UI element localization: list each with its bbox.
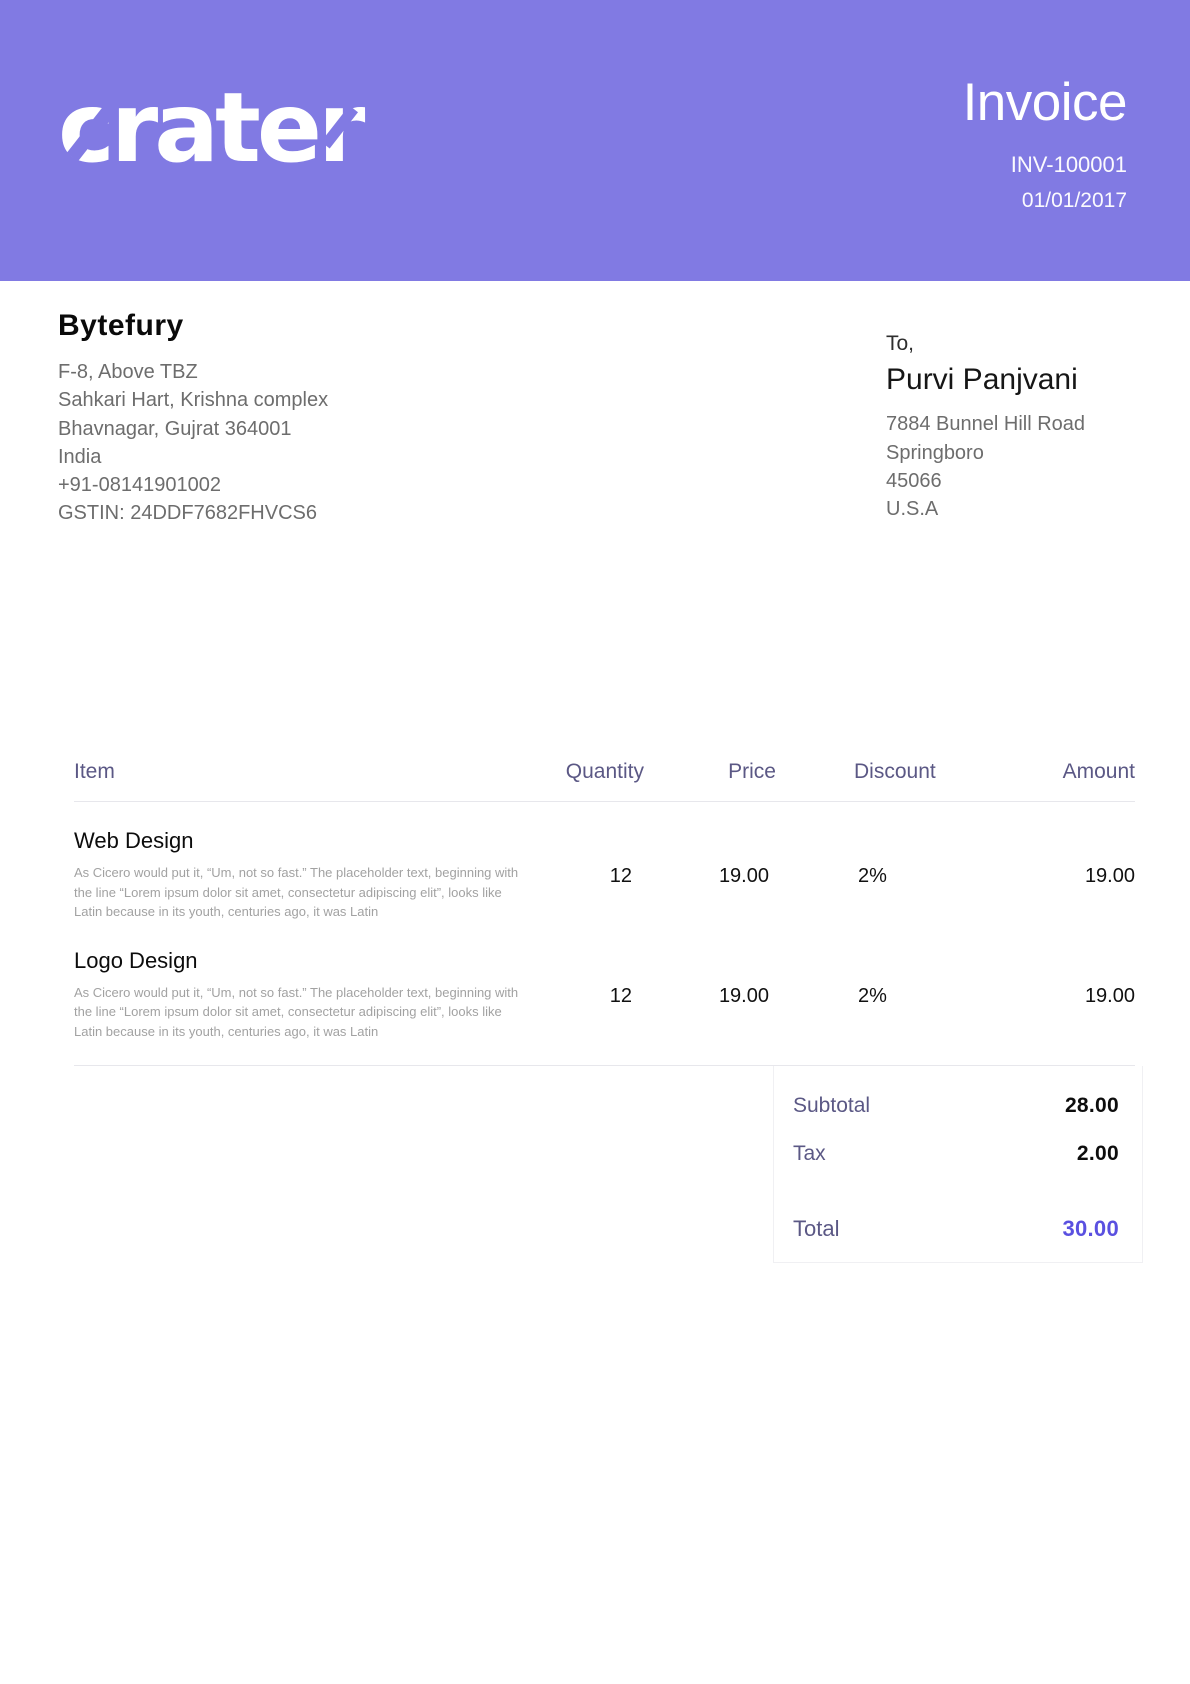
column-header-quantity: Quantity — [565, 760, 644, 783]
company-block: Bytefury F-8, Above TBZ Sahkari Hart, Kr… — [58, 308, 328, 528]
tax-value: 2.00 — [1076, 1142, 1119, 1166]
item-description: As Cicero would put it, “Um, not so fast… — [74, 865, 519, 919]
invoice-title: Invoice — [962, 73, 1128, 132]
table-row: Logo Design As Cicero would put it, “Um,… — [74, 922, 1135, 1066]
item-quantity: 12 — [609, 865, 632, 887]
total-value: 30.00 — [1062, 1215, 1119, 1241]
client-address-line: U.S.A — [886, 498, 939, 521]
invoice-meta: Invoice INV-100001 01/01/2017 — [962, 73, 1128, 213]
company-address-line: Bhavnagar, Gujrat 364001 — [58, 417, 292, 440]
item-cell: Web Design As Cicero would put it, “Um, … — [74, 828, 520, 922]
items-table-header-row: Item Quantity Price Discount Amount — [74, 740, 1135, 802]
item-description: As Cicero would put it, “Um, not so fast… — [74, 984, 519, 1039]
column-header-price: Price — [728, 760, 776, 783]
subtotal-label: Subtotal — [793, 1094, 871, 1117]
client-address-line: 45066 — [886, 469, 942, 492]
company-gstin: GSTIN: 24DDF7682FHVCS6 — [58, 502, 317, 525]
company-address-line: F-8, Above TBZ — [58, 361, 198, 383]
item-amount: 19.00 — [1084, 865, 1135, 887]
company-phone: +91-08141901002 — [58, 474, 221, 497]
items-table: Item Quantity Price Discount Amount Web … — [74, 740, 1143, 1263]
item-cell: Logo Design As Cicero would put it, “Um,… — [74, 948, 520, 1042]
subtotal-row: Subtotal 28.00 — [793, 1093, 1119, 1119]
item-name: Logo Design — [74, 947, 198, 973]
invoice-header-band: crater Invoice INV-100001 01/01/2017 — [0, 0, 1190, 281]
tax-row: Tax 2.00 — [793, 1141, 1119, 1167]
item-discount: 2% — [858, 984, 887, 1007]
client-address: 7884 Bunnel Hill Road Springboro 45066 U… — [886, 410, 1085, 523]
bill-to-label: To, — [886, 332, 915, 355]
invoice-date: 01/01/2017 — [1021, 189, 1127, 212]
client-name: Purvi Panjvani — [886, 363, 1078, 397]
client-address-line: Springboro — [886, 441, 984, 464]
column-header-discount: Discount — [854, 760, 936, 783]
column-header-item: Item — [74, 760, 115, 783]
table-row: Web Design As Cicero would put it, “Um, … — [74, 802, 1135, 922]
client-address-line: 7884 Bunnel Hill Road — [886, 413, 1086, 436]
company-address: F-8, Above TBZ Sahkari Hart, Krishna com… — [58, 358, 328, 528]
company-address-line: Sahkari Hart, Krishna complex — [58, 389, 329, 412]
totals-box: Subtotal 28.00 Tax 2.00 Total 30.00 — [773, 1066, 1143, 1263]
items-table-body: Web Design As Cicero would put it, “Um, … — [74, 802, 1135, 1066]
total-row: Total 30.00 — [793, 1215, 1119, 1243]
total-label: Total — [793, 1215, 840, 1241]
subtotal-value: 28.00 — [1064, 1094, 1119, 1117]
item-amount: 19.00 — [1084, 984, 1135, 1007]
item-name: Web Design — [74, 828, 194, 853]
item-price: 19.00 — [718, 865, 769, 887]
item-price: 19.00 — [718, 984, 769, 1007]
crater-logo-text: crater — [58, 72, 365, 184]
tax-label: Tax — [793, 1142, 826, 1166]
column-header-amount: Amount — [1062, 760, 1135, 783]
item-quantity: 12 — [609, 984, 632, 1007]
company-address-line: India — [58, 445, 102, 468]
bill-to-block: To, Purvi Panjvani 7884 Bunnel Hill Road… — [886, 330, 1085, 523]
crater-logo: crater — [58, 80, 365, 176]
invoice-number: INV-100001 — [1010, 152, 1127, 177]
item-discount: 2% — [858, 865, 887, 887]
company-name: Bytefury — [58, 309, 184, 342]
